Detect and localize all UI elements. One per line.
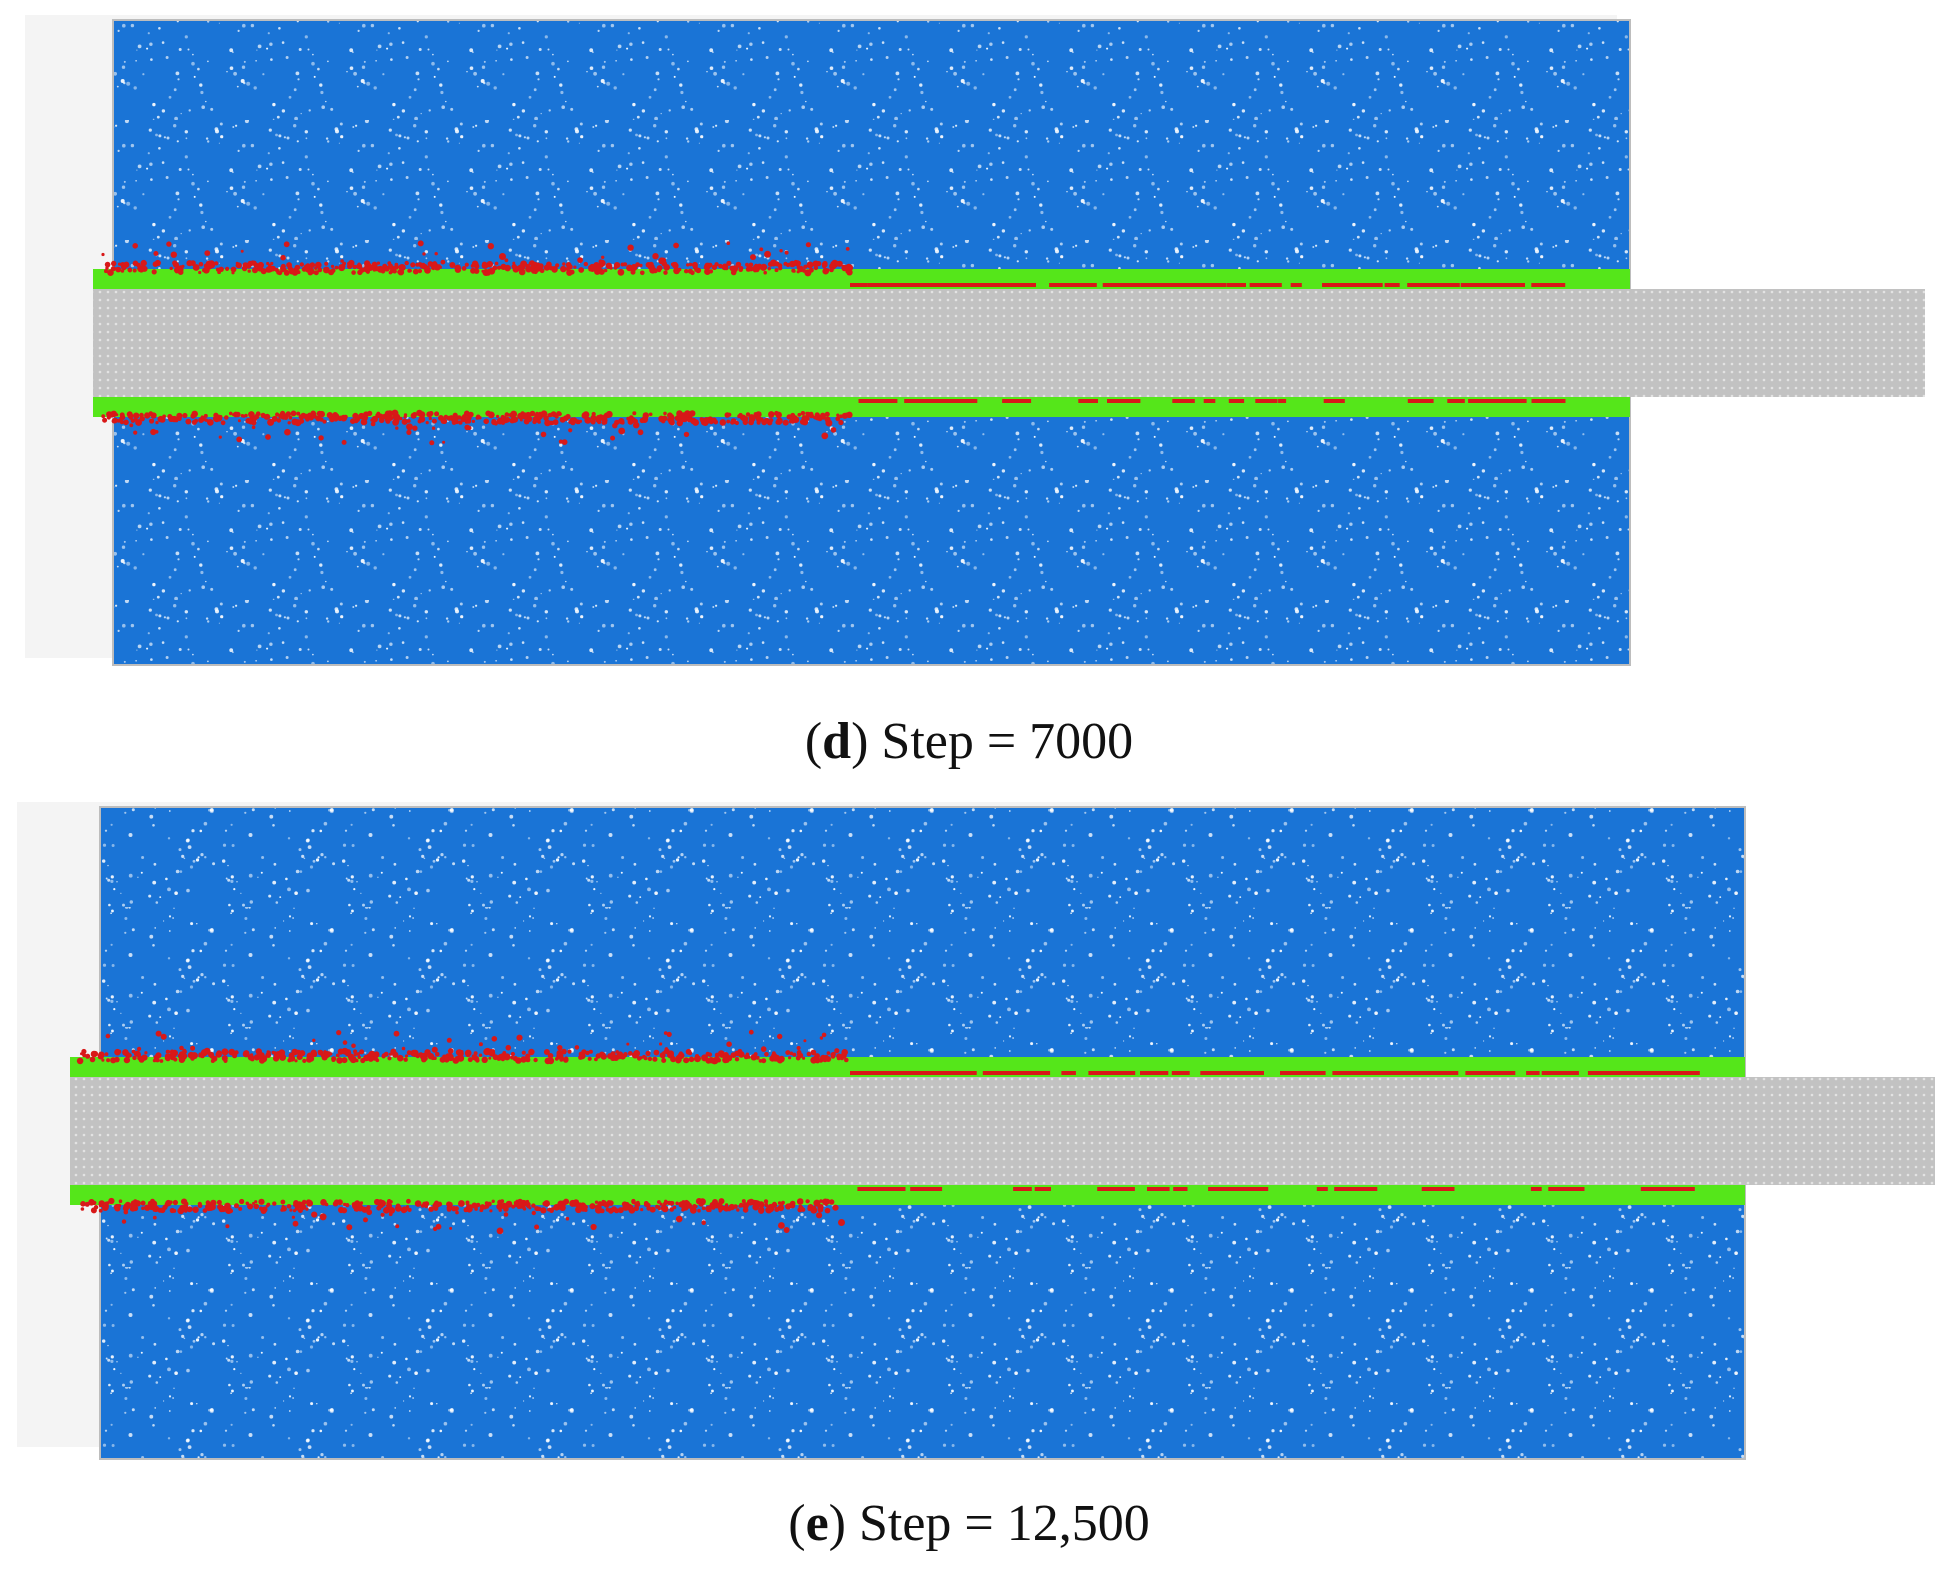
panel-e-diagram <box>17 802 1935 1460</box>
panel-e-upper-interface <box>70 1057 1745 1079</box>
panel-d-upper-interface <box>93 269 1630 291</box>
panel-e-caption: (e) Step = 12,500 <box>0 1494 1938 1554</box>
panel-d-bolt <box>93 289 1925 397</box>
panel-d-step-label: ) Step = 7000 <box>851 713 1134 770</box>
panel-e-broken-contacts <box>76 1029 1700 1235</box>
panel-d-broken-contacts <box>101 240 1566 446</box>
panel-e-step-label: ) Step = 12,500 <box>828 1495 1150 1552</box>
panel-e-open-paren: ( <box>788 1495 806 1552</box>
panel-d-diagram <box>25 15 1925 666</box>
panel-e-bolt <box>70 1077 1935 1185</box>
panel-d-open-paren: ( <box>804 713 823 770</box>
panel-d-letter: d <box>822 713 852 770</box>
panel-d-lower-interface <box>93 395 1630 417</box>
panel-d-caption: (d) Step = 7000 <box>0 712 1938 772</box>
panel-e-letter: e <box>805 1495 829 1552</box>
